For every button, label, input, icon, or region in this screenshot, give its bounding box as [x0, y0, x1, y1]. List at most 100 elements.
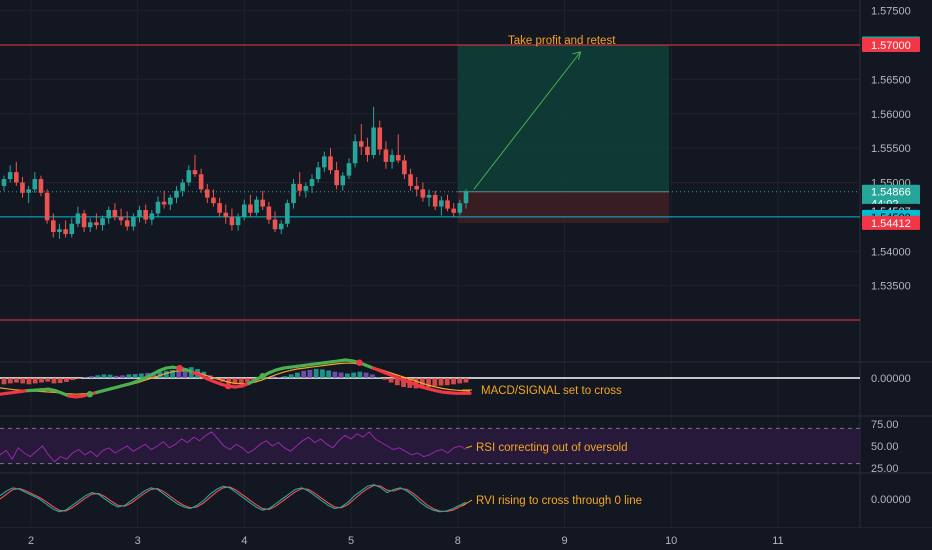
candle-body: [402, 160, 407, 175]
macd-histogram-bar: [176, 369, 182, 378]
macd-axis-label: 0.00000: [871, 373, 911, 385]
candle-body: [309, 179, 315, 186]
candle-body: [155, 201, 161, 214]
time-tick-label: 2: [28, 535, 34, 547]
macd-histogram-bar: [394, 378, 400, 386]
candle-body: [143, 210, 148, 220]
annotation-take-profit: Take profit and retest: [508, 35, 616, 47]
macd-histogram-bar: [457, 378, 463, 384]
profit-zone: [457, 45, 670, 192]
candle-body: [248, 204, 253, 213]
candle-body: [149, 213, 155, 220]
price-tag-label: 1.54412: [871, 218, 911, 230]
macd-histogram-bar: [226, 378, 232, 384]
rsi-pane[interactable]: RSI correcting out of oversold: [0, 427, 860, 465]
macd-histogram-bar: [232, 378, 238, 385]
macd-histogram-bar: [332, 371, 338, 378]
time-tick-label: 3: [135, 535, 141, 547]
macd-histogram-bar: [20, 378, 26, 384]
candle-body: [432, 194, 438, 207]
macd-histogram-bar: [276, 377, 282, 378]
candle-body: [272, 219, 278, 230]
candle-body: [297, 183, 302, 191]
candle-body: [334, 170, 339, 186]
macd-histogram-bar: [70, 378, 76, 381]
macd-histogram-bar: [64, 378, 69, 382]
candle-body: [463, 191, 469, 204]
macd-histogram-bar: [288, 374, 294, 378]
rsi-axis-75: 75.00: [871, 419, 899, 431]
rvi-pane[interactable]: RVI rising to cross through 0 line: [0, 484, 642, 513]
candle-body: [439, 200, 444, 207]
price-pane[interactable]: Take profit and retest: [0, 35, 860, 321]
time-tick-label: 4: [241, 535, 247, 547]
candle-body: [112, 210, 118, 217]
candle-body: [69, 223, 75, 235]
stop-zone: [457, 191, 670, 223]
candle-body: [161, 201, 167, 205]
candle-body: [383, 149, 389, 162]
rvi-axis-label: 0.00000: [871, 494, 911, 506]
macd-histogram-bar: [132, 374, 138, 378]
macd-histogram-bar: [82, 377, 88, 378]
candle-body: [131, 216, 136, 227]
price-tag-bg: [862, 215, 920, 230]
candle-body: [340, 175, 346, 186]
macd-histogram-bar: [301, 370, 307, 378]
candle-body: [291, 183, 296, 204]
candle-body: [346, 163, 352, 176]
macd-histogram-bar: [282, 376, 288, 378]
macd-histogram-bar: [270, 376, 275, 378]
macd-histogram-bar: [326, 370, 332, 378]
price-tick-label: 1.55500: [871, 143, 911, 155]
macd-histogram-bar: [444, 378, 450, 386]
candle-body: [445, 200, 450, 209]
candle-body: [14, 172, 19, 183]
macd-histogram-bar: [113, 375, 119, 378]
macd-histogram-bar: [151, 372, 157, 378]
candle-body: [414, 185, 420, 190]
annotation-macd: MACD/SIGNAL set to cross: [481, 385, 622, 397]
price-tag-label: 1.57000: [871, 40, 911, 52]
macd-histogram-bar: [401, 378, 406, 387]
macd-histogram-bar: [182, 368, 188, 378]
rsi-axis-25: 25.00: [871, 463, 899, 475]
candle-body: [20, 182, 25, 193]
candle-body: [63, 229, 68, 235]
rvi-signal-line: [0, 484, 467, 513]
macd-histogram-bar: [320, 369, 325, 378]
candle-body: [211, 197, 216, 204]
macd-histogram-bar: [120, 375, 126, 378]
macd-histogram-bar: [126, 374, 132, 378]
time-axis[interactable]: 2 3 4 5 8 9 10 11: [0, 528, 932, 550]
price-tag-label: 1.54866: [871, 187, 911, 199]
price-tick-label: 1.54000: [871, 246, 911, 258]
macd-histogram-bar: [376, 377, 381, 378]
macd-histogram-bar: [463, 378, 469, 383]
price-axis[interactable]: 1.575001.565001.560001.555001.550001.540…: [862, 6, 920, 506]
candle-body: [100, 218, 105, 226]
macd-histogram-bar: [307, 369, 313, 378]
candle-body: [1, 179, 7, 186]
candle-body: [204, 189, 210, 198]
candle-body: [94, 222, 99, 226]
candle-body: [32, 179, 38, 190]
macd-histogram-bar: [313, 369, 319, 378]
candle-body: [26, 189, 31, 193]
macd-pane[interactable]: MACD/SIGNAL set to cross: [0, 358, 860, 399]
signal-line: [0, 362, 471, 395]
candle-body: [278, 223, 284, 230]
macd-histogram-bar: [163, 370, 169, 378]
macd-histogram-bar: [388, 378, 394, 383]
macd-histogram-bar: [57, 378, 63, 384]
macd-histogram-bar: [14, 378, 19, 383]
macd-histogram-bar: [32, 378, 38, 384]
candle-body: [389, 155, 395, 162]
candle-body: [81, 213, 87, 228]
candle-body: [217, 203, 222, 213]
annotation-rvi: RVI rising to cross through 0 line: [476, 495, 642, 507]
macd-cross-dot: [259, 373, 266, 380]
candle-body: [168, 197, 173, 205]
candle-body: [241, 204, 247, 217]
